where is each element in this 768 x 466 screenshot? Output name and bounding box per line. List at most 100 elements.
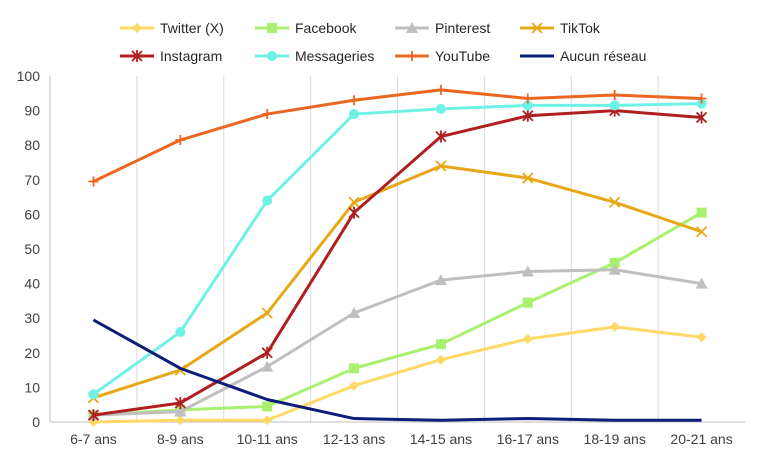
data-point	[608, 263, 621, 275]
legend-marker	[131, 50, 143, 62]
series-line	[93, 325, 702, 424]
x-tick-label: 8-9 ans	[157, 431, 204, 447]
axes: 0 10 20 30 40 50 60 70 80 90 100 6-7 ans 8-9 ans 10-1…	[17, 68, 745, 447]
legend-marker	[267, 51, 277, 61]
y-tick-label: 20	[24, 345, 40, 361]
data-point	[175, 327, 186, 338]
data-point	[695, 277, 708, 289]
data-point	[174, 396, 186, 409]
x-tick-label: 14-15 ans	[410, 431, 472, 447]
data-point	[349, 95, 360, 106]
data-point	[522, 333, 533, 344]
legend-label: TikTok	[560, 20, 601, 36]
y-tick-label: 90	[24, 103, 40, 119]
data-point	[349, 363, 360, 374]
data-point	[261, 360, 274, 372]
data-point	[609, 100, 620, 111]
legend-item: Twitter (X)	[120, 20, 224, 36]
legend: Twitter (X) Facebook Pinterest TikTok Instag…	[120, 20, 646, 64]
data-point	[435, 339, 446, 350]
series-line	[93, 268, 702, 417]
data-point	[522, 297, 533, 308]
y-tick-label: 40	[24, 276, 40, 292]
x-tick-label: 16-17 ans	[497, 431, 559, 447]
series-6	[88, 84, 707, 187]
y-tick-label: 10	[24, 379, 40, 395]
series-7	[92, 318, 702, 422]
y-tick-label: 0	[32, 414, 40, 430]
data-point	[695, 111, 708, 124]
legend-marker	[267, 23, 277, 33]
legend-label: Messageries	[295, 48, 374, 64]
data-point	[348, 196, 360, 208]
data-point	[609, 257, 620, 268]
legend-label: Pinterest	[435, 20, 490, 36]
x-tick-label: 12-13 ans	[323, 431, 385, 447]
data-point	[521, 265, 534, 277]
legend-item: TikTok	[520, 20, 601, 36]
grid-lines	[136, 76, 659, 422]
data-point	[522, 172, 534, 184]
legend-label: Instagram	[160, 48, 222, 64]
data-point	[175, 415, 186, 426]
data-point	[522, 100, 533, 111]
legend-label: Facebook	[295, 20, 357, 36]
legend-item: Instagram	[120, 48, 222, 64]
series-0	[88, 321, 707, 427]
data-point	[87, 409, 100, 422]
series-line	[92, 318, 702, 422]
data-point	[434, 274, 447, 286]
data-point	[262, 415, 273, 426]
data-point	[174, 405, 187, 417]
series-line	[92, 102, 702, 396]
legend-item: YouTube	[395, 48, 490, 64]
legend-item: Facebook	[255, 20, 357, 36]
y-tick-label: 80	[24, 137, 40, 153]
data-point	[88, 389, 99, 400]
data-point	[435, 103, 446, 114]
data-point	[435, 84, 446, 95]
y-tick-label: 70	[24, 172, 40, 188]
data-point	[522, 93, 533, 104]
data-point	[609, 196, 621, 208]
series-line	[92, 164, 703, 400]
series-5	[88, 98, 707, 400]
data-point	[261, 346, 273, 359]
legend-label: YouTube	[435, 48, 490, 64]
data-point	[435, 160, 447, 172]
series-group	[87, 84, 708, 427]
data-point	[261, 307, 273, 319]
data-point	[88, 176, 99, 187]
data-point	[696, 207, 707, 218]
data-point	[262, 401, 273, 412]
data-point	[175, 135, 186, 146]
data-point	[609, 90, 620, 101]
x-tick-label: 10-11 ans	[237, 431, 298, 447]
legend-label: Twitter (X)	[160, 20, 224, 36]
y-tick-label: 30	[24, 310, 40, 326]
data-point	[609, 321, 620, 332]
data-point	[695, 226, 708, 238]
legend-label: Aucun réseau	[560, 48, 646, 64]
series-line	[92, 88, 702, 183]
data-point	[348, 307, 361, 319]
x-tick-label: 20-21 ans	[670, 431, 732, 447]
data-point	[696, 332, 707, 343]
series-line	[93, 109, 702, 417]
legend-item: Messageries	[255, 48, 374, 64]
data-point	[349, 380, 360, 391]
x-tick-label: 18-19 ans	[584, 431, 646, 447]
y-tick-label: 50	[24, 241, 40, 257]
data-point	[696, 93, 707, 104]
legend-marker	[531, 22, 543, 34]
data-point	[522, 109, 534, 122]
legend-item: Pinterest	[395, 20, 490, 36]
data-point	[262, 195, 273, 206]
y-tick-label: 60	[24, 206, 40, 222]
data-point	[349, 109, 360, 120]
data-point	[435, 354, 446, 365]
legend-marker	[407, 51, 417, 61]
data-point	[435, 130, 447, 143]
data-point	[262, 109, 273, 120]
